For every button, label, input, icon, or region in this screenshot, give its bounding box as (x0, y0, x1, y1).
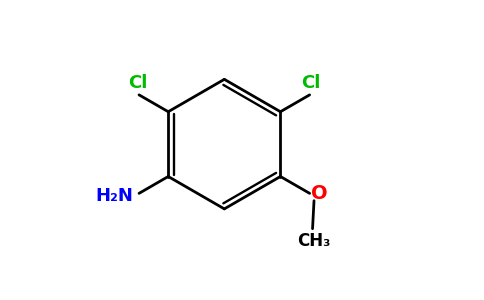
Text: H₂N: H₂N (95, 187, 133, 205)
Text: O: O (311, 184, 328, 203)
Text: Cl: Cl (128, 74, 147, 92)
Text: CH₃: CH₃ (297, 232, 331, 250)
Text: Cl: Cl (302, 74, 321, 92)
